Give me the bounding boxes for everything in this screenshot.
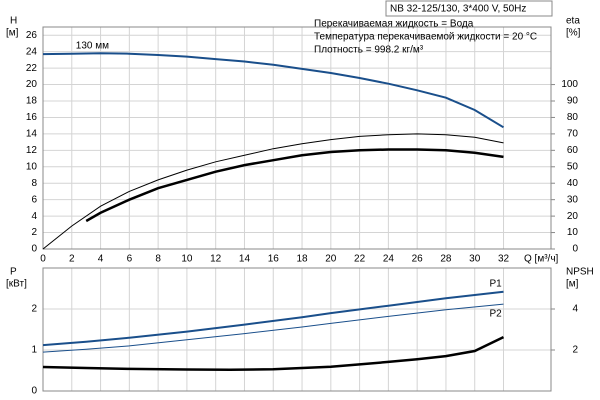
y-tick-label: 10 (26, 161, 38, 172)
y2-axis-unit: [м] (566, 279, 579, 290)
y-axis-unit: [м] (6, 28, 19, 39)
y-tick-label: 0 (31, 244, 37, 255)
y-tick-label: 4 (31, 211, 37, 222)
y-tick-label: 26 (26, 30, 38, 41)
curve (42, 290, 504, 347)
x-tick-label: 0 (40, 254, 46, 265)
curve (85, 148, 504, 223)
y-tick-label: 1 (31, 345, 37, 356)
x-tick-label: 12 (210, 254, 222, 265)
y-tick-label: 24 (26, 46, 38, 57)
y-tick-label: 16 (26, 112, 38, 123)
y-tick-label: 6 (31, 194, 37, 205)
y2-tick-label: 90 (567, 96, 579, 107)
x-tick-label: 30 (469, 254, 481, 265)
y2-tick-label: 0 (572, 244, 578, 255)
y2-tick-label: 2 (572, 345, 578, 356)
y2-tick-label: 30 (567, 194, 579, 205)
curve-label: P1 (490, 278, 503, 289)
y2-tick-label: 60 (567, 145, 579, 156)
x-tick-label: 2 (69, 254, 75, 265)
y2-tick-label: 70 (567, 129, 579, 140)
y2-tick-label: 40 (567, 178, 579, 189)
y2-axis-label: eta (566, 16, 580, 27)
x-tick-label: 6 (127, 254, 133, 265)
curve-label: 130 мм (76, 40, 109, 51)
plot-frame (42, 267, 552, 392)
y-axis-label: P (10, 267, 17, 278)
y-tick-label: 0 (31, 386, 37, 397)
title-box (385, 0, 553, 17)
chart-title: NB 32-125/130, 3*400 V, 50Hz (390, 4, 526, 15)
y-tick-label: 22 (26, 63, 38, 74)
y2-axis-label: NPSH (566, 267, 594, 278)
x-tick-label: 20 (325, 254, 337, 265)
y2-axis-unit: [%] (566, 28, 581, 39)
y2-tick-label: 100 (561, 79, 578, 90)
x-tick-label: 18 (296, 254, 308, 265)
y-tick-label: 2 (31, 227, 37, 238)
y-tick-label: 8 (31, 178, 37, 189)
x-tick-label: 4 (98, 254, 104, 265)
y-tick-label: 18 (26, 96, 38, 107)
curve (42, 52, 505, 129)
info-line: Температура перекачиваемой жидкости = 20… (314, 32, 537, 43)
x-tick-label: 16 (268, 254, 280, 265)
y2-tick-label: 80 (567, 112, 579, 123)
y2-tick-label: 50 (567, 161, 579, 172)
y-tick-label: 14 (26, 129, 38, 140)
curve (42, 133, 504, 250)
x-tick-label: 28 (440, 254, 452, 265)
x-tick-label: 14 (239, 254, 251, 265)
info-line: Перекачиваемая жидкость = Вода (314, 19, 474, 30)
y-tick-label: 20 (26, 79, 38, 90)
y2-tick-label: 10 (567, 227, 579, 238)
x-tick-label: 10 (181, 254, 193, 265)
x-tick-label: 26 (412, 254, 424, 265)
curve (42, 335, 505, 371)
info-line: Плотность = 998.2 кг/м³ (314, 45, 424, 56)
x-axis-label: Q [м³/ч] (524, 254, 559, 265)
y-tick-label: 2 (31, 304, 37, 315)
x-tick-label: 32 (498, 254, 510, 265)
x-tick-label: 24 (383, 254, 395, 265)
y2-tick-label: 20 (567, 211, 579, 222)
curve-label: P2 (490, 309, 503, 320)
y-axis-unit: [кВт] (6, 279, 27, 290)
plot-frame (42, 26, 552, 250)
y-tick-label: 12 (26, 145, 38, 156)
x-tick-label: 8 (155, 254, 161, 265)
y2-tick-label: 4 (572, 304, 578, 315)
curve (42, 303, 504, 353)
y-axis-label: H (10, 16, 17, 27)
x-tick-label: 22 (354, 254, 366, 265)
